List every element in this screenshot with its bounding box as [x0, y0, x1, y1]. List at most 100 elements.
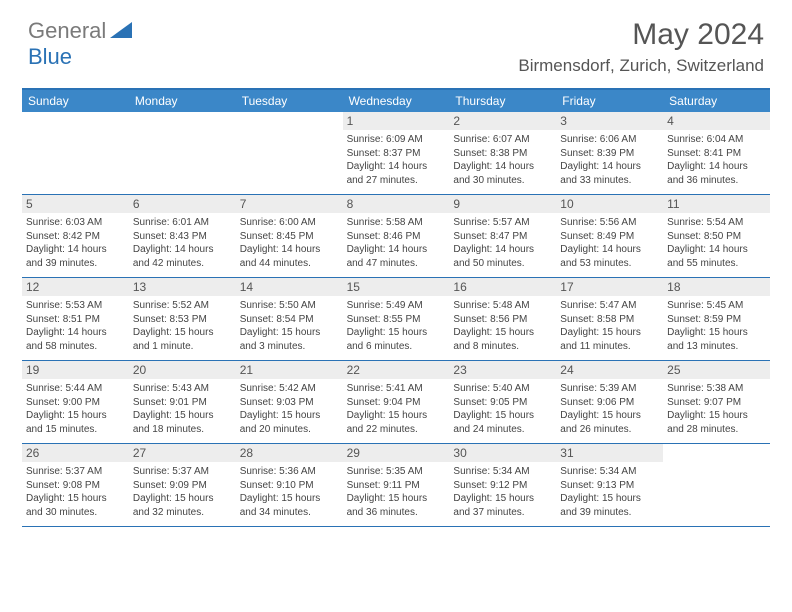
day-cell-empty [129, 112, 236, 194]
sunset-line: Sunset: 8:43 PM [133, 230, 232, 244]
day-number: 1 [343, 112, 450, 130]
daylight-line: Daylight: 15 hours [133, 492, 232, 506]
day-number: 28 [236, 444, 343, 462]
daylight-line: and 6 minutes. [347, 340, 446, 354]
daylight-line: and 3 minutes. [240, 340, 339, 354]
sunrise-line: Sunrise: 5:36 AM [240, 465, 339, 479]
sunset-line: Sunset: 8:50 PM [667, 230, 766, 244]
daylight-line: and 28 minutes. [667, 423, 766, 437]
daylight-line: Daylight: 15 hours [560, 492, 659, 506]
daylight-line: and 30 minutes. [453, 174, 552, 188]
daylight-line: Daylight: 15 hours [133, 326, 232, 340]
day-number: 6 [129, 195, 236, 213]
daylight-line: Daylight: 15 hours [240, 326, 339, 340]
week-row: 26Sunrise: 5:37 AMSunset: 9:08 PMDayligh… [22, 444, 770, 527]
weekday-tuesday: Tuesday [236, 90, 343, 112]
sunrise-line: Sunrise: 5:34 AM [453, 465, 552, 479]
day-number: 9 [449, 195, 556, 213]
sunset-line: Sunset: 8:38 PM [453, 147, 552, 161]
day-cell: 13Sunrise: 5:52 AMSunset: 8:53 PMDayligh… [129, 278, 236, 360]
day-number: 26 [22, 444, 129, 462]
sunset-line: Sunset: 8:47 PM [453, 230, 552, 244]
day-cell: 7Sunrise: 6:00 AMSunset: 8:45 PMDaylight… [236, 195, 343, 277]
sunset-line: Sunset: 8:37 PM [347, 147, 446, 161]
sunset-line: Sunset: 8:59 PM [667, 313, 766, 327]
sunset-line: Sunset: 8:45 PM [240, 230, 339, 244]
daylight-line: and 39 minutes. [560, 506, 659, 520]
daylight-line: and 33 minutes. [560, 174, 659, 188]
day-cell: 30Sunrise: 5:34 AMSunset: 9:12 PMDayligh… [449, 444, 556, 526]
day-cell: 27Sunrise: 5:37 AMSunset: 9:09 PMDayligh… [129, 444, 236, 526]
week-row: 12 Sunrise: 5:53 AMSunset: 8:51 PM Dayligh… [22, 278, 770, 361]
daylight-line: Daylight: 15 hours [560, 409, 659, 423]
day-cell: 6Sunrise: 6:01 AMSunset: 8:43 PMDaylight… [129, 195, 236, 277]
day-cell: 31Sunrise: 5:34 AMSunset: 9:13 PMDayligh… [556, 444, 663, 526]
day-cell: 23Sunrise: 5:40 AMSunset: 9:05 PMDayligh… [449, 361, 556, 443]
day-number: 10 [556, 195, 663, 213]
daylight-line: and 47 minutes. [347, 257, 446, 271]
title-block: May 2024 Birmensdorf, Zurich, Switzerlan… [518, 18, 764, 76]
day-cell: 17Sunrise: 5:47 AMSunset: 8:58 PMDayligh… [556, 278, 663, 360]
day-number: 20 [129, 361, 236, 379]
day-cell: 26Sunrise: 5:37 AMSunset: 9:08 PMDayligh… [22, 444, 129, 526]
daylight-line: and 8 minutes. [453, 340, 552, 354]
calendar: SundayMondayTuesdayWednesdayThursdayFrid… [22, 88, 770, 527]
sunset-line: Sunset: 8:42 PM [26, 230, 125, 244]
sunrise-line: Sunrise: 5:57 AM [453, 216, 552, 230]
sunrise-line: Sunrise: 5:34 AM [560, 465, 659, 479]
sunrise-line: Sunrise: 5:39 AM [560, 382, 659, 396]
daylight-line: Daylight: 15 hours [133, 409, 232, 423]
day-number: 15 [343, 278, 450, 296]
weekday-header-row: SundayMondayTuesdayWednesdayThursdayFrid… [22, 90, 770, 112]
sunset-line: Sunset: 9:06 PM [560, 396, 659, 410]
day-number: 17 [556, 278, 663, 296]
day-cell: 14 Sunrise: 5:50 AMSunset: 8:54 PMDayligh… [236, 278, 343, 360]
logo-triangle-icon [110, 20, 132, 43]
sunrise-line: Sunrise: 5:47 AM [560, 299, 659, 313]
sunset-line: Sunset: 8:53 PM [133, 313, 232, 327]
daylight-line: Daylight: 14 hours [347, 243, 446, 257]
day-cell: 16Sunrise: 5:48 AMSunset: 8:56 PMDayligh… [449, 278, 556, 360]
sunset-line: Sunset: 9:00 PM [26, 396, 125, 410]
sunrise-line: Sunrise: 5:53 AM [26, 299, 125, 313]
daylight-line: and 15 minutes. [26, 423, 125, 437]
daylight-line: Daylight: 14 hours [240, 243, 339, 257]
week-row: 19Sunrise: 5:44 AMSunset: 9:00 PMDayligh… [22, 361, 770, 444]
day-number: 13 [129, 278, 236, 296]
sunset-line: Sunset: 8:54 PM [240, 313, 339, 327]
daylight-line: Daylight: 14 hours [133, 243, 232, 257]
daylight-line: Daylight: 14 hours [560, 243, 659, 257]
daylight-line: Daylight: 14 hours [453, 243, 552, 257]
sunrise-line: Sunrise: 5:43 AM [133, 382, 232, 396]
daylight-line: and 30 minutes. [26, 506, 125, 520]
weekday-friday: Friday [556, 90, 663, 112]
sunset-line: Sunset: 8:51 PM [26, 313, 125, 327]
day-cell: 1Sunrise: 6:09 AMSunset: 8:37 PMDaylight… [343, 112, 450, 194]
sunset-line: Sunset: 9:11 PM [347, 479, 446, 493]
calendar-body: 1Sunrise: 6:09 AMSunset: 8:37 PMDaylight… [22, 112, 770, 527]
daylight-line: Daylight: 14 hours [26, 243, 125, 257]
sunset-line: Sunset: 9:05 PM [453, 396, 552, 410]
page-header: General May 2024 Birmensdorf, Zurich, Sw… [0, 0, 792, 84]
day-cell-empty [663, 444, 770, 526]
day-number: 2 [449, 112, 556, 130]
daylight-line: and 37 minutes. [453, 506, 552, 520]
sunrise-line: Sunrise: 5:50 AM [240, 299, 339, 313]
sunset-line: Sunset: 9:09 PM [133, 479, 232, 493]
day-number: 11 [663, 195, 770, 213]
daylight-line: and 18 minutes. [133, 423, 232, 437]
weekday-monday: Monday [129, 90, 236, 112]
sunset-line: Sunset: 9:07 PM [667, 396, 766, 410]
sunset-line: Sunset: 9:01 PM [133, 396, 232, 410]
daylight-line: Daylight: 15 hours [240, 409, 339, 423]
daylight-line: and 32 minutes. [133, 506, 232, 520]
sunrise-line: Sunrise: 5:54 AM [667, 216, 766, 230]
day-cell: 9 Sunrise: 5:57 AMSunset: 8:47 PMDaylight… [449, 195, 556, 277]
daylight-line: and 50 minutes. [453, 257, 552, 271]
day-number: 14 [236, 278, 343, 296]
day-number: 12 [22, 278, 129, 296]
day-number: 30 [449, 444, 556, 462]
sunrise-line: Sunrise: 5:42 AM [240, 382, 339, 396]
sunset-line: Sunset: 8:55 PM [347, 313, 446, 327]
sunrise-line: Sunrise: 5:49 AM [347, 299, 446, 313]
